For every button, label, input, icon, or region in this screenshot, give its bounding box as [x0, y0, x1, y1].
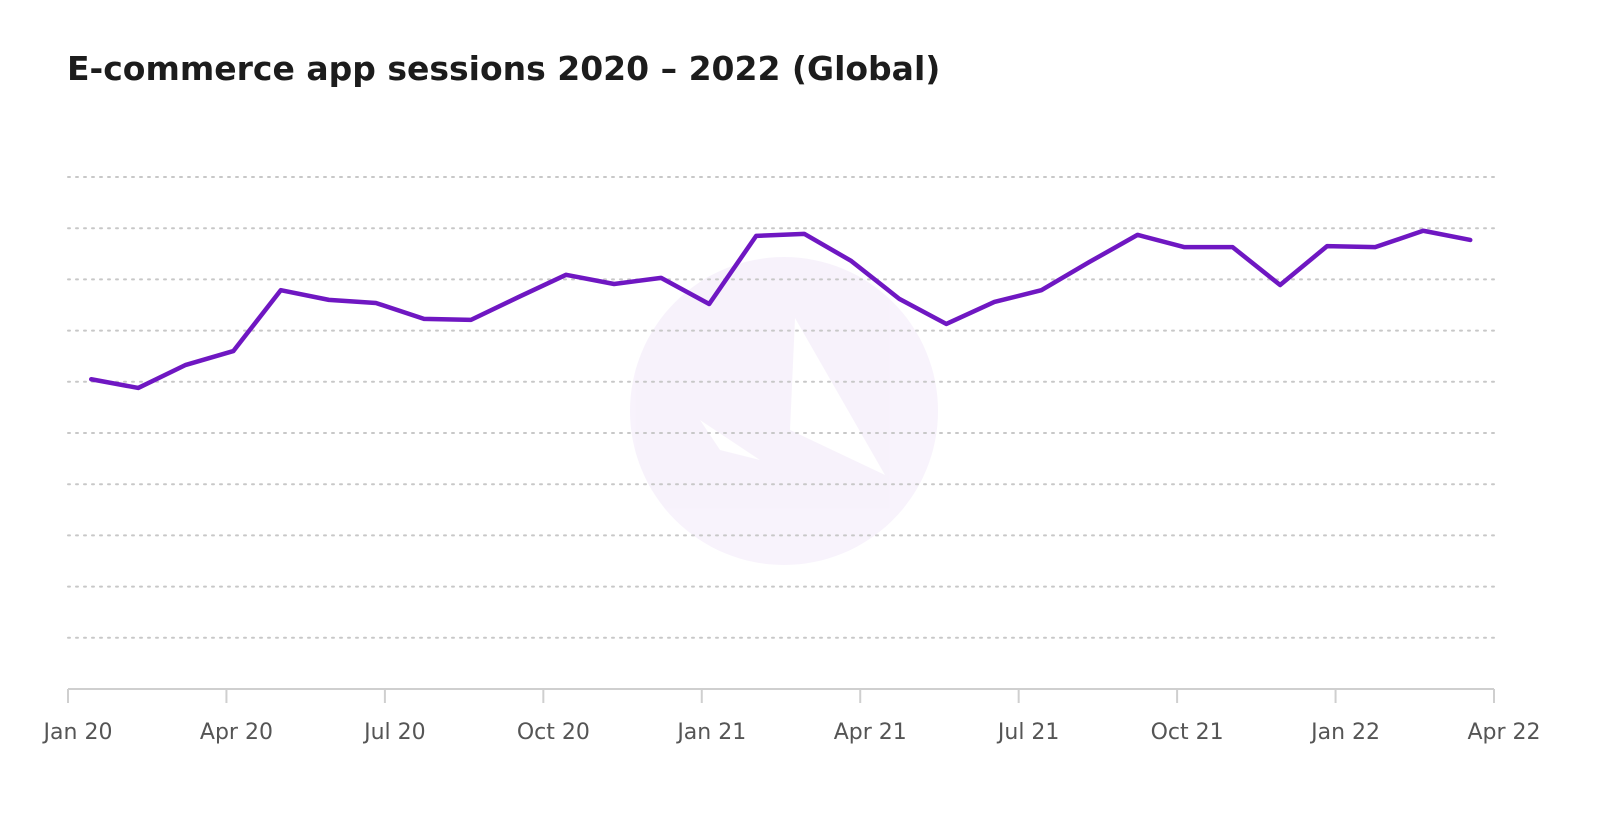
x-tick-label: Apr 22 [1467, 720, 1540, 745]
x-tick-label: Oct 20 [517, 720, 590, 745]
watermark [630, 257, 938, 565]
x-tick-label: Apr 21 [834, 720, 907, 745]
x-tick-label: Jan 21 [675, 720, 746, 745]
x-tick-label: Oct 21 [1151, 720, 1224, 745]
data-line [88, 228, 1473, 391]
chart-title: E-commerce app sessions 2020 – 2022 (Glo… [67, 49, 940, 88]
x-tick-label: Jan 20 [42, 720, 113, 745]
x-tick-label: Apr 20 [200, 720, 273, 745]
x-tick-label: Jul 20 [362, 720, 426, 745]
x-tick-label: Jan 22 [1309, 720, 1380, 745]
x-tick-label: Jul 21 [996, 720, 1060, 745]
